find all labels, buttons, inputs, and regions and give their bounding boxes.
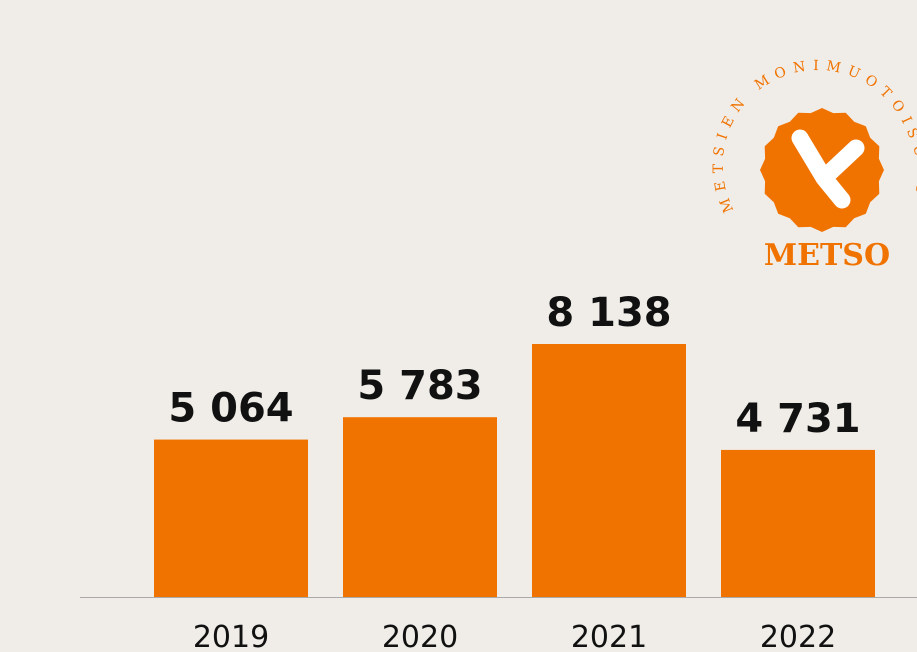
x-tick-label: 2020 xyxy=(382,620,458,652)
logo-name: METSO xyxy=(764,238,890,273)
value-label: 8 138 xyxy=(546,290,671,336)
value-label: 5 064 xyxy=(168,386,293,432)
x-tick-label: 2019 xyxy=(193,620,269,652)
x-tick-label: 2022 xyxy=(760,620,836,652)
x-tick-label: 2021 xyxy=(571,620,647,652)
logo-symbol xyxy=(791,129,865,209)
bar xyxy=(343,417,497,597)
bar xyxy=(721,449,875,597)
value-label: 4 731 xyxy=(735,396,860,442)
value-label: 5 783 xyxy=(357,363,482,409)
bar xyxy=(532,344,686,597)
bar xyxy=(154,439,308,597)
